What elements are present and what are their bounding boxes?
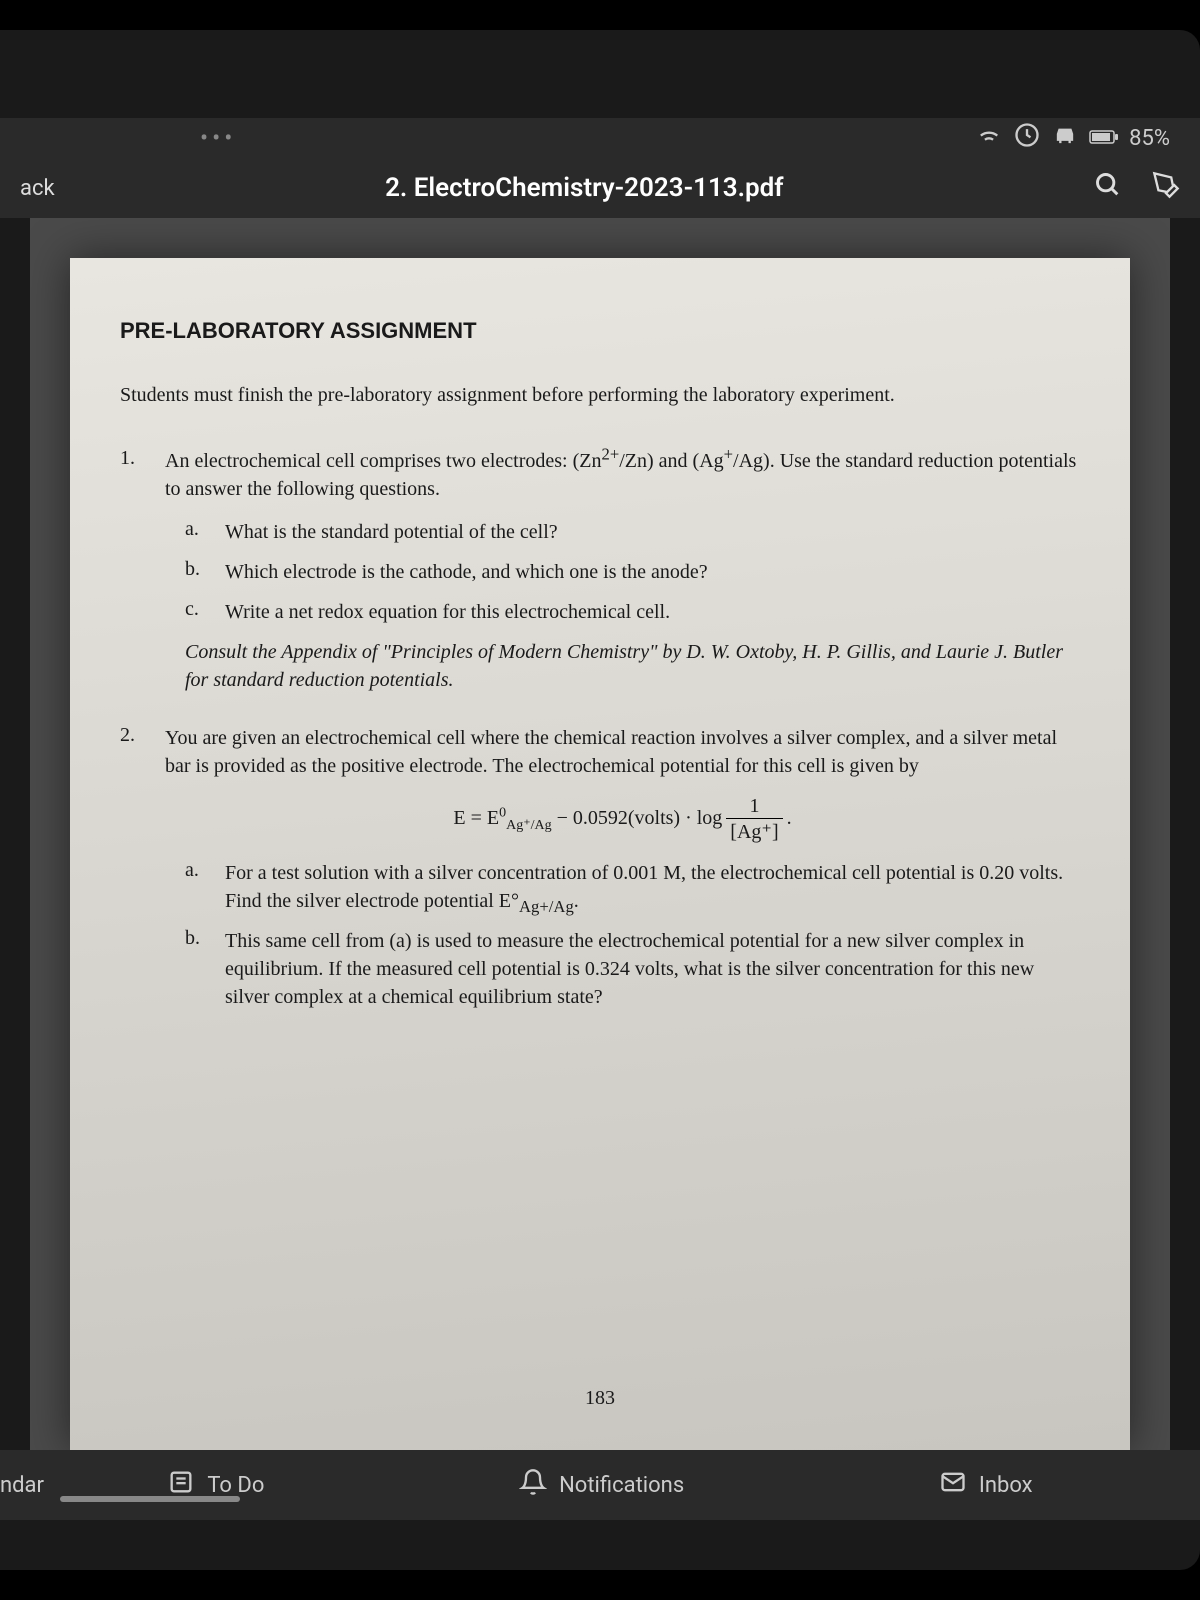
sub-question-b: b. This same cell from (a) is used to me…: [185, 927, 1080, 1011]
notifications-tab[interactable]: Notifications: [519, 1468, 684, 1502]
battery-icon: [1089, 126, 1119, 151]
sync-icon: [1013, 121, 1041, 155]
sub-label: c.: [185, 598, 210, 626]
inbox-tab[interactable]: Inbox: [939, 1468, 1033, 1502]
home-indicator[interactable]: [60, 1496, 240, 1502]
intro-text: Students must finish the pre-laboratory …: [120, 384, 1080, 407]
question-number: 2.: [120, 724, 145, 1023]
status-bar: ••• 85%: [0, 118, 1200, 158]
todo-label: To Do: [207, 1473, 264, 1498]
section-heading: PRE-LABORATORY ASSIGNMENT: [120, 318, 1080, 344]
sub-question-b: b. Which electrode is the cathode, and w…: [185, 558, 1080, 586]
question-text: You are given an electrochemical cell wh…: [165, 724, 1080, 780]
sub-text: This same cell from (a) is used to measu…: [225, 927, 1080, 1011]
back-button[interactable]: ack: [20, 176, 75, 201]
notifications-label: Notifications: [559, 1473, 684, 1498]
car-icon: [1051, 121, 1079, 155]
sub-label: a.: [185, 518, 210, 546]
bottom-nav-bar: ndar To Do Notifications Inbox: [0, 1450, 1200, 1520]
sub-question-a: a. What is the standard potential of the…: [185, 518, 1080, 546]
question-2: 2. You are given an electrochemical cell…: [120, 724, 1080, 1023]
sub-question-a: a. For a test solution with a silver con…: [185, 859, 1080, 915]
bell-icon: [519, 1468, 547, 1502]
document-title: 2. ElectroChemistry-2023-113.pdf: [75, 173, 1094, 203]
annotate-icon[interactable]: [1152, 171, 1180, 206]
calendar-tab[interactable]: ndar: [0, 1473, 44, 1498]
sub-label: b.: [185, 558, 210, 586]
question-body: An electrochemical cell comprises two el…: [165, 447, 1080, 694]
equation: E = E0Ag⁺/Ag − 0.0592(volts) · log1[Ag⁺]…: [165, 795, 1080, 844]
inbox-label: Inbox: [979, 1473, 1033, 1498]
mail-icon: [939, 1468, 967, 1502]
sub-text: Write a net redox equation for this elec…: [225, 598, 1080, 626]
more-dots-icon[interactable]: •••: [200, 124, 236, 152]
wifi-icon: [975, 121, 1003, 155]
page-number: 183: [70, 1387, 1130, 1410]
sub-text: Which electrode is the cathode, and whic…: [225, 558, 1080, 586]
pdf-viewport[interactable]: PRE-LABORATORY ASSIGNMENT Students must …: [30, 218, 1170, 1450]
nav-actions: [1094, 171, 1180, 206]
pdf-nav-bar: ack 2. ElectroChemistry-2023-113.pdf: [0, 158, 1200, 218]
battery-percent: 85%: [1129, 126, 1170, 151]
status-right: 85%: [975, 121, 1170, 155]
sub-question-c: c. Write a net redox equation for this e…: [185, 598, 1080, 626]
search-icon[interactable]: [1094, 171, 1122, 206]
sub-text: What is the standard potential of the ce…: [225, 518, 1080, 546]
sub-label: b.: [185, 927, 210, 1011]
document-page: PRE-LABORATORY ASSIGNMENT Students must …: [70, 258, 1130, 1450]
reference-note: Consult the Appendix of "Principles of M…: [185, 638, 1080, 694]
question-number: 1.: [120, 447, 145, 694]
tablet-frame: ••• 85% ack 2. ElectroChemistry-2023-113…: [0, 30, 1200, 1570]
question-text: An electrochemical cell comprises two el…: [165, 447, 1080, 503]
question-1: 1. An electrochemical cell comprises two…: [120, 447, 1080, 694]
sub-label: a.: [185, 859, 210, 915]
question-body: You are given an electrochemical cell wh…: [165, 724, 1080, 1023]
sub-text: For a test solution with a silver concen…: [225, 859, 1080, 915]
